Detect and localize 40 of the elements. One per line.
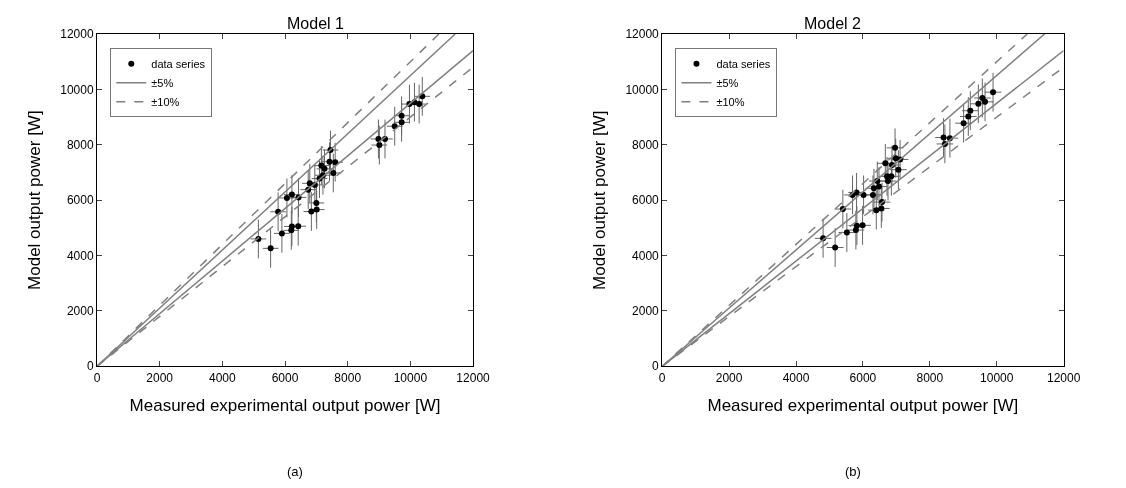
y-tick-label: 4000 bbox=[632, 248, 660, 263]
y-tick-label: 6000 bbox=[66, 193, 94, 208]
y-tick-label: 8000 bbox=[66, 137, 94, 152]
chart-title: Model 2 bbox=[804, 15, 862, 32]
x-tick-label: 6000 bbox=[849, 370, 877, 385]
x-tick-label: 8000 bbox=[334, 370, 362, 385]
x-tick-label: 10000 bbox=[980, 370, 1014, 385]
legend-label: data series bbox=[151, 58, 206, 71]
y-tick-label: 4000 bbox=[66, 248, 94, 263]
x-axis-title: Measured experimental output power [W] bbox=[707, 396, 1019, 416]
y-axis-title: Model output power [W] bbox=[589, 110, 609, 290]
x-tick-label: 4000 bbox=[782, 370, 810, 385]
y-tick-label: 12000 bbox=[60, 27, 94, 42]
legend-label: ±10% bbox=[151, 96, 180, 109]
legend-label: ±10% bbox=[716, 96, 745, 109]
x-tick-label: 10000 bbox=[393, 370, 428, 385]
y-tick-label: 0 bbox=[652, 359, 660, 374]
x-tick-label: 12000 bbox=[456, 370, 491, 385]
y-tick-label: 12000 bbox=[625, 27, 660, 42]
text: (b) bbox=[845, 464, 861, 479]
y-tick-label: 2000 bbox=[632, 304, 660, 319]
legend-label: ±5% bbox=[151, 77, 174, 90]
x-axis-title: Measured experimental output power [W] bbox=[129, 396, 441, 416]
y-tick-label: 0 bbox=[86, 359, 94, 374]
x-tick-label: 2000 bbox=[715, 370, 743, 385]
y-axis-title: Model output power [W] bbox=[24, 110, 44, 290]
legend-label: data series bbox=[716, 58, 771, 71]
y-tick-label: 6000 bbox=[632, 193, 660, 208]
y-tick-label: 8000 bbox=[632, 137, 660, 152]
x-tick-label: 12000 bbox=[1046, 370, 1081, 385]
chart-title: Model 1 bbox=[287, 15, 345, 32]
legend-label: ±5% bbox=[716, 77, 739, 90]
x-tick-label: 4000 bbox=[209, 370, 237, 385]
y-tick-label: 10000 bbox=[60, 82, 94, 97]
x-tick-label: 6000 bbox=[271, 370, 299, 385]
y-tick-label: 2000 bbox=[66, 304, 94, 319]
y-tick-label: 10000 bbox=[625, 82, 660, 97]
x-tick-label: 8000 bbox=[916, 370, 944, 385]
text: (a) bbox=[287, 464, 303, 479]
x-tick-label: 2000 bbox=[146, 370, 174, 385]
